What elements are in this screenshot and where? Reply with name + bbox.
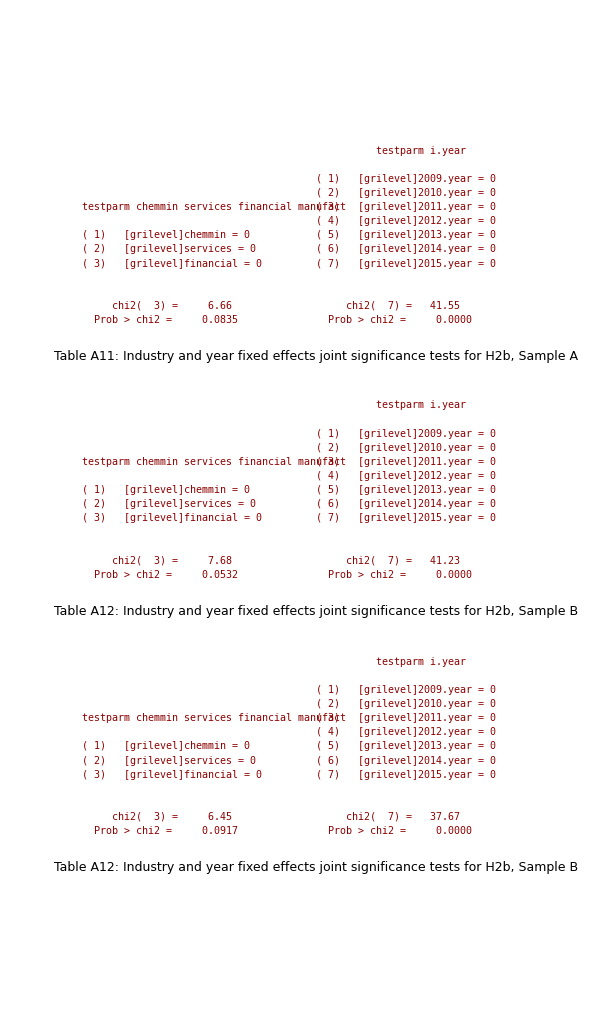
Text: ( 6)   [grilevel]2014.year = 0: ( 6) [grilevel]2014.year = 0: [316, 499, 496, 509]
Text: ( 4)   [grilevel]2012.year = 0: ( 4) [grilevel]2012.year = 0: [316, 471, 496, 480]
Text: Prob > chi2 =     0.0532: Prob > chi2 = 0.0532: [82, 570, 238, 579]
Text: testparm chemmin services financial manufact: testparm chemmin services financial manu…: [82, 457, 346, 467]
Text: ( 1)   [grilevel]chemmin = 0: ( 1) [grilevel]chemmin = 0: [82, 486, 249, 495]
Text: ( 2)   [grilevel]2010.year = 0: ( 2) [grilevel]2010.year = 0: [316, 443, 496, 453]
Text: ( 1)   [grilevel]chemmin = 0: ( 1) [grilevel]chemmin = 0: [82, 741, 249, 751]
Text: ( 1)   [grilevel]2009.year = 0: ( 1) [grilevel]2009.year = 0: [316, 429, 496, 439]
Text: ( 3)   [grilevel]financial = 0: ( 3) [grilevel]financial = 0: [82, 770, 262, 780]
Text: ( 3)   [grilevel]financial = 0: ( 3) [grilevel]financial = 0: [82, 259, 262, 269]
Text: ( 6)   [grilevel]2014.year = 0: ( 6) [grilevel]2014.year = 0: [316, 244, 496, 254]
Text: ( 1)   [grilevel]2009.year = 0: ( 1) [grilevel]2009.year = 0: [316, 174, 496, 184]
Text: Prob > chi2 =     0.0000: Prob > chi2 = 0.0000: [316, 315, 472, 325]
Text: Prob > chi2 =     0.0835: Prob > chi2 = 0.0835: [82, 315, 238, 325]
Text: ( 1)   [grilevel]chemmin = 0: ( 1) [grilevel]chemmin = 0: [82, 230, 249, 240]
Text: Table A12: Industry and year fixed effects joint significance tests for H2b, Sam: Table A12: Industry and year fixed effec…: [54, 861, 578, 874]
Text: ( 2)   [grilevel]2010.year = 0: ( 2) [grilevel]2010.year = 0: [316, 188, 496, 199]
Text: ( 7)   [grilevel]2015.year = 0: ( 7) [grilevel]2015.year = 0: [316, 770, 496, 780]
Text: testparm chemmin services financial manufact: testparm chemmin services financial manu…: [82, 203, 346, 212]
Text: ( 2)   [grilevel]services = 0: ( 2) [grilevel]services = 0: [82, 755, 256, 766]
Text: Table A11: Industry and year fixed effects joint significance tests for H2b, Sam: Table A11: Industry and year fixed effec…: [54, 350, 578, 363]
Text: Prob > chi2 =     0.0917: Prob > chi2 = 0.0917: [82, 826, 238, 836]
Text: ( 3)   [grilevel]2011.year = 0: ( 3) [grilevel]2011.year = 0: [316, 203, 496, 212]
Text: chi2(  3) =     6.45: chi2( 3) = 6.45: [82, 812, 232, 822]
Text: chi2(  3) =     6.66: chi2( 3) = 6.66: [82, 301, 232, 310]
Text: ( 7)   [grilevel]2015.year = 0: ( 7) [grilevel]2015.year = 0: [316, 513, 496, 523]
Text: ( 7)   [grilevel]2015.year = 0: ( 7) [grilevel]2015.year = 0: [316, 259, 496, 269]
Text: Prob > chi2 =     0.0000: Prob > chi2 = 0.0000: [316, 570, 472, 579]
Text: Table A12: Industry and year fixed effects joint significance tests for H2b, Sam: Table A12: Industry and year fixed effec…: [54, 605, 578, 618]
Text: ( 5)   [grilevel]2013.year = 0: ( 5) [grilevel]2013.year = 0: [316, 486, 496, 495]
Text: ( 3)   [grilevel]2011.year = 0: ( 3) [grilevel]2011.year = 0: [316, 714, 496, 723]
Text: chi2(  7) =   37.67: chi2( 7) = 37.67: [316, 812, 460, 822]
Text: ( 1)   [grilevel]2009.year = 0: ( 1) [grilevel]2009.year = 0: [316, 685, 496, 695]
Text: ( 3)   [grilevel]financial = 0: ( 3) [grilevel]financial = 0: [82, 513, 262, 523]
Text: ( 5)   [grilevel]2013.year = 0: ( 5) [grilevel]2013.year = 0: [316, 741, 496, 751]
Text: testparm i.year: testparm i.year: [376, 657, 466, 667]
Text: ( 3)   [grilevel]2011.year = 0: ( 3) [grilevel]2011.year = 0: [316, 457, 496, 467]
Text: testparm i.year: testparm i.year: [376, 400, 466, 410]
Text: ( 5)   [grilevel]2013.year = 0: ( 5) [grilevel]2013.year = 0: [316, 230, 496, 240]
Text: ( 2)   [grilevel]services = 0: ( 2) [grilevel]services = 0: [82, 499, 256, 509]
Text: Prob > chi2 =     0.0000: Prob > chi2 = 0.0000: [316, 826, 472, 836]
Text: ( 2)   [grilevel]2010.year = 0: ( 2) [grilevel]2010.year = 0: [316, 699, 496, 710]
Text: testparm chemmin services financial manufact: testparm chemmin services financial manu…: [82, 714, 346, 723]
Text: ( 4)   [grilevel]2012.year = 0: ( 4) [grilevel]2012.year = 0: [316, 727, 496, 737]
Text: ( 2)   [grilevel]services = 0: ( 2) [grilevel]services = 0: [82, 244, 256, 254]
Text: ( 4)   [grilevel]2012.year = 0: ( 4) [grilevel]2012.year = 0: [316, 216, 496, 226]
Text: chi2(  7) =   41.55: chi2( 7) = 41.55: [316, 301, 460, 310]
Text: ( 6)   [grilevel]2014.year = 0: ( 6) [grilevel]2014.year = 0: [316, 755, 496, 766]
Text: chi2(  7) =   41.23: chi2( 7) = 41.23: [316, 556, 460, 566]
Text: testparm i.year: testparm i.year: [376, 146, 466, 156]
Text: chi2(  3) =     7.68: chi2( 3) = 7.68: [82, 556, 232, 566]
